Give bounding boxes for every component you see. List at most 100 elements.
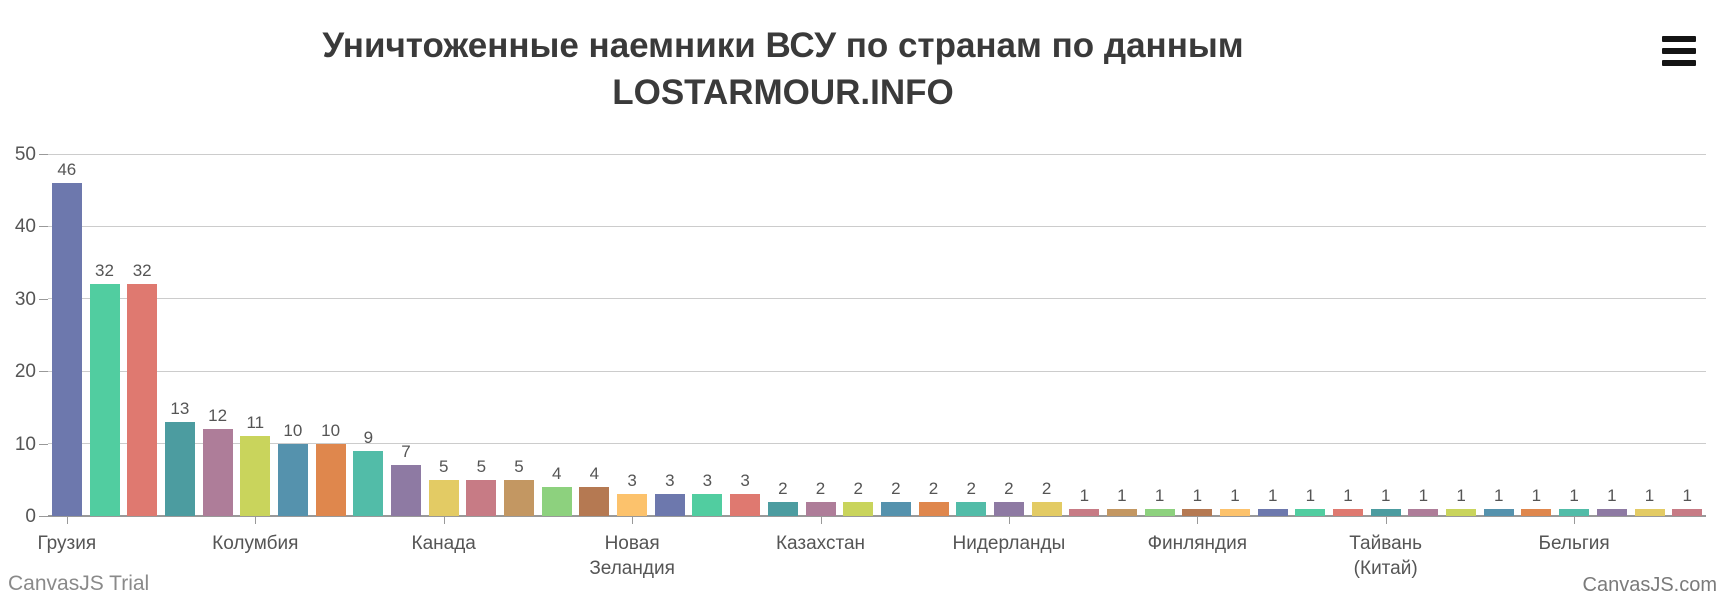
- bar-value-label: 1: [1418, 486, 1429, 505]
- x-axis-label: Новая Зеландия: [589, 533, 675, 579]
- x-axis-label: Колумбия: [212, 533, 299, 554]
- bar-value-label: 1: [1192, 486, 1203, 505]
- x-axis-tick: [1574, 516, 1576, 524]
- bar[interactable]: [89, 284, 120, 516]
- bar[interactable]: [993, 502, 1024, 516]
- gridline-y-30: [48, 298, 1706, 300]
- x-axis-label: Финляндия: [1147, 533, 1247, 554]
- bar[interactable]: [428, 480, 459, 516]
- bar-value-label: 1: [1531, 486, 1542, 505]
- x-axis-tick: [443, 516, 445, 524]
- bar[interactable]: [1521, 509, 1552, 516]
- hamburger-bar: [1662, 60, 1696, 66]
- bar-value-label: 1: [1380, 486, 1391, 505]
- bar[interactable]: [767, 502, 798, 516]
- x-axis-tick: [1197, 516, 1199, 524]
- bar-value-label: 2: [891, 479, 901, 498]
- x-axis-tick: [1008, 516, 1010, 524]
- bar[interactable]: [51, 183, 82, 516]
- bar[interactable]: [918, 502, 949, 516]
- bar[interactable]: [541, 487, 572, 516]
- hamburger-menu-icon[interactable]: [1662, 36, 1700, 66]
- hamburger-bar: [1662, 36, 1696, 42]
- bar[interactable]: [805, 502, 836, 516]
- bar-value-label: 1: [1607, 486, 1617, 505]
- gridline-y-10: [48, 443, 1706, 445]
- y-axis-tick: [39, 371, 48, 373]
- y-axis-label: 40: [14, 216, 36, 238]
- bar[interactable]: [730, 494, 761, 516]
- bar-value-label: 12: [208, 406, 228, 425]
- gridline-y-50: [48, 153, 1706, 155]
- x-axis-label: Казахстан: [775, 533, 866, 554]
- bar[interactable]: [127, 284, 158, 516]
- bar[interactable]: [202, 429, 233, 516]
- bar[interactable]: [617, 494, 648, 516]
- bar[interactable]: [1446, 509, 1477, 516]
- y-axis-tick: [39, 154, 48, 155]
- bar-value-label: 2: [815, 479, 826, 498]
- bar[interactable]: [1295, 509, 1326, 516]
- bar[interactable]: [164, 422, 195, 516]
- bar-value-label: 11: [246, 413, 265, 432]
- bar-value-label: 32: [132, 261, 152, 280]
- bar[interactable]: [1220, 509, 1250, 516]
- bar[interactable]: [1182, 509, 1213, 516]
- x-axis-line: [48, 515, 1706, 517]
- bar[interactable]: [692, 494, 723, 516]
- bar[interactable]: [1483, 509, 1514, 516]
- bar[interactable]: [1634, 509, 1665, 516]
- y-axis-label: 0: [25, 506, 36, 527]
- bar[interactable]: [1370, 509, 1401, 516]
- bar[interactable]: [315, 444, 346, 516]
- bar-value-label: 32: [95, 261, 114, 280]
- bar-value-label: 2: [1004, 479, 1014, 498]
- y-axis-label: 20: [14, 361, 36, 383]
- bar-value-label: 1: [1456, 486, 1466, 505]
- bar-value-label: 13: [170, 399, 190, 418]
- bar-value-label: 3: [702, 471, 713, 490]
- bar-value-label: 5: [476, 457, 487, 476]
- bar-value-label: 1: [1230, 486, 1240, 505]
- bar[interactable]: [504, 480, 534, 516]
- bar[interactable]: [277, 444, 308, 516]
- bar[interactable]: [1672, 509, 1703, 516]
- bar[interactable]: [353, 451, 384, 516]
- bar-value-label: 2: [853, 479, 863, 498]
- bar[interactable]: [956, 502, 987, 516]
- gridline-y-40: [48, 225, 1706, 227]
- bar[interactable]: [1559, 509, 1590, 516]
- bar-value-label: 4: [551, 464, 562, 483]
- watermark-canvasjs-link[interactable]: CanvasJS.com: [1582, 574, 1718, 596]
- bar[interactable]: [579, 487, 610, 516]
- bar-value-label: 10: [321, 421, 341, 440]
- bar[interactable]: [1069, 509, 1100, 516]
- chart-title: Уничтоженные наемники ВСУ по странам по …: [0, 22, 1566, 116]
- x-axis-tick: [255, 516, 257, 524]
- x-axis-tick: [632, 516, 634, 524]
- bar-value-label: 2: [778, 479, 788, 498]
- y-axis-tick: [39, 298, 48, 300]
- bar[interactable]: [391, 465, 421, 516]
- bar[interactable]: [880, 502, 911, 516]
- bar[interactable]: [1031, 502, 1062, 516]
- bar[interactable]: [1257, 509, 1288, 516]
- bar-value-label: 1: [1154, 486, 1165, 505]
- y-axis-label: 30: [14, 288, 36, 310]
- bar[interactable]: [654, 494, 685, 516]
- bar-value-label: 10: [283, 421, 303, 440]
- bar[interactable]: [240, 436, 271, 516]
- bar-value-label: 2: [928, 479, 939, 498]
- bar-value-label: 1: [1079, 486, 1090, 505]
- bar[interactable]: [466, 480, 497, 516]
- x-axis-label: Тайвань (Китай): [1349, 533, 1423, 579]
- bar[interactable]: [1144, 509, 1175, 516]
- bar[interactable]: [1596, 509, 1627, 516]
- bar[interactable]: [1408, 509, 1439, 516]
- bar[interactable]: [1106, 509, 1137, 516]
- bar-value-label: 5: [514, 457, 524, 476]
- chart-title-line2: LOSTARMOUR.INFO: [612, 73, 954, 112]
- bar[interactable]: [843, 502, 874, 516]
- bar[interactable]: [1333, 509, 1363, 516]
